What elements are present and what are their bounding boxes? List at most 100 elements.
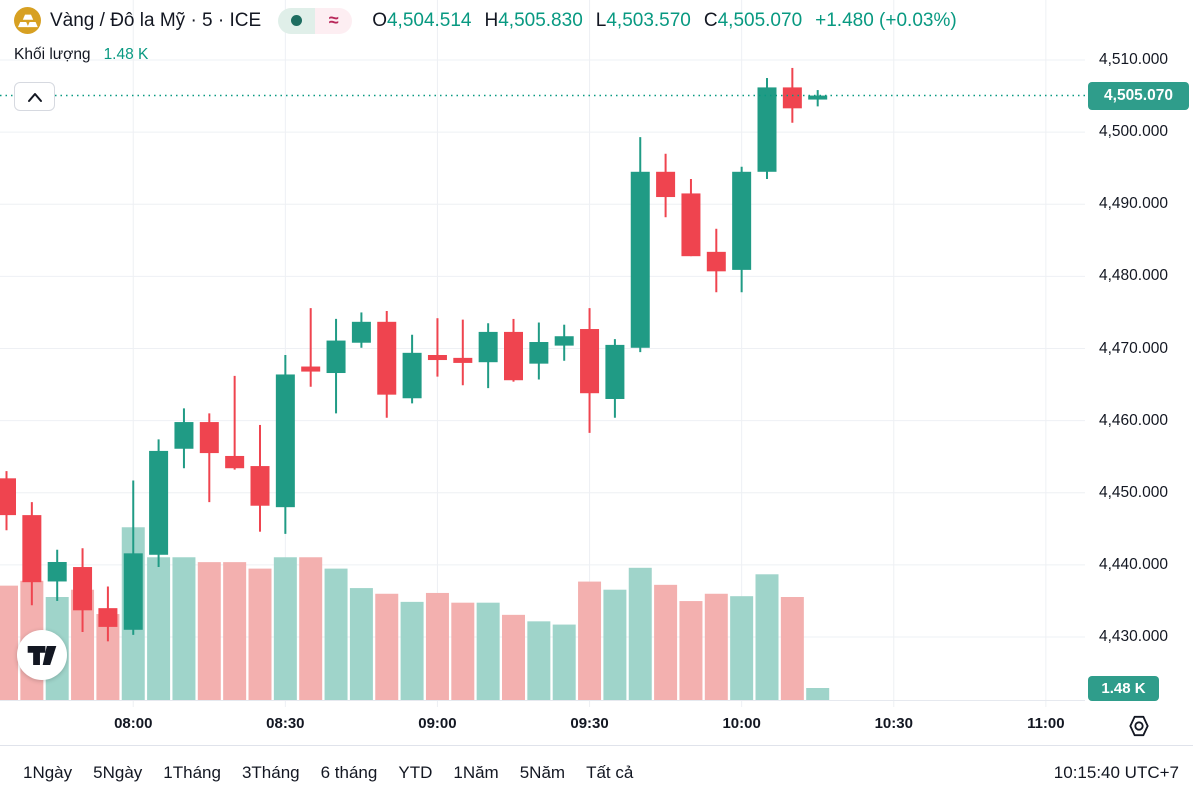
volume-bar <box>527 621 551 700</box>
time-tick-label: 10:00 <box>722 715 761 732</box>
volume-bar <box>451 602 475 700</box>
candle-body <box>782 87 802 109</box>
ohlc-values: O4,504.514 H4,505.830 L4,503.570 C4,505.… <box>372 10 957 32</box>
range-button-5ngày[interactable]: 5Ngày <box>84 758 151 788</box>
candle-body <box>554 336 574 346</box>
candle-body <box>326 340 346 374</box>
candle-body <box>656 171 676 198</box>
price-tick-label: 4,450.000 <box>1099 483 1168 501</box>
volume-bar <box>349 588 373 700</box>
volume-bar <box>147 557 171 700</box>
chart-legend: Vàng / Đô la Mỹ · 5 · ICE ≈ O4,504.514 H… <box>14 7 957 64</box>
price-scale-settings-button[interactable] <box>1122 711 1156 741</box>
volume-bar <box>324 568 348 700</box>
candle-body <box>630 171 650 348</box>
symbol-title[interactable]: Vàng / Đô la Mỹ · 5 · ICE <box>50 9 262 31</box>
candle-body <box>732 171 752 270</box>
clock-timezone[interactable]: 10:15:40 UTC+7 <box>1053 762 1179 782</box>
candle-body <box>225 455 245 469</box>
volume-bar <box>71 589 95 700</box>
volume-bar <box>0 585 18 700</box>
candle-body <box>123 553 143 630</box>
volume-bar <box>273 557 297 700</box>
volume-bar <box>654 584 678 700</box>
range-button-3tháng[interactable]: 3Tháng <box>233 758 309 788</box>
ohlc-change: +1.480 (+0.03%) <box>815 9 957 31</box>
price-tick-label: 4,480.000 <box>1099 267 1168 285</box>
volume-value: 1.48 K <box>103 46 149 63</box>
candle-body <box>22 515 42 583</box>
volume-label: Khối lượng <box>14 46 91 63</box>
time-tick-label: 09:00 <box>418 715 457 732</box>
candle-body <box>47 561 67 582</box>
price-tick-label: 4,470.000 <box>1099 339 1168 357</box>
price-tick-label: 4,490.000 <box>1099 195 1168 213</box>
ohlc-close: C4,505.070 <box>703 9 803 31</box>
range-button-1ngày[interactable]: 1Ngày <box>14 758 81 788</box>
candle-body <box>681 193 701 257</box>
approx-data-icon: ≈ <box>315 7 353 34</box>
range-button-1tháng[interactable]: 1Tháng <box>154 758 230 788</box>
symbol-row: Vàng / Đô la Mỹ · 5 · ICE ≈ O4,504.514 H… <box>14 7 957 34</box>
volume-bar <box>400 601 424 700</box>
current-volume-badge: 1.48 K <box>1088 676 1159 701</box>
time-axis[interactable]: 08:00 08:30 09:00 09:30 10:00 10:30 11:00 <box>0 707 1193 745</box>
current-price-badge: 4,505.070 <box>1088 81 1189 110</box>
volume-bar <box>172 557 196 700</box>
time-tick-label: 10:30 <box>874 715 913 732</box>
candle-body <box>808 95 828 100</box>
ohlc-open: O4,504.514 <box>372 9 472 31</box>
ohlc-low: L4,503.570 <box>595 9 691 31</box>
volume-bar <box>552 624 576 700</box>
candle-body <box>580 329 600 394</box>
range-button-ytd[interactable]: YTD <box>389 758 441 788</box>
volume-bar <box>96 614 120 700</box>
volume-bar <box>755 574 779 700</box>
volume-bar <box>197 562 221 700</box>
candle-body <box>427 354 447 361</box>
market-open-dot-icon <box>278 7 316 34</box>
time-tick-label: 08:30 <box>266 715 305 732</box>
price-tick-label: 4,510.000 <box>1099 51 1168 68</box>
candle-body <box>149 450 169 555</box>
time-tick-label: 09:30 <box>570 715 609 732</box>
candle-body <box>98 608 118 627</box>
price-tick-label: 4,440.000 <box>1099 555 1168 573</box>
range-buttons: 1Ngày 5Ngày 1Tháng 3Tháng 6 tháng YTD 1Năm 5Năm… <box>14 758 642 788</box>
candle-body <box>504 331 523 381</box>
volume-bar <box>578 581 602 700</box>
price-axis[interactable]: 4,505.070 1.48 K 4,510.000 4,500.000 4,490… <box>1085 0 1193 707</box>
volume-bar <box>628 567 652 700</box>
chart-canvas[interactable] <box>0 0 1085 707</box>
candle-body <box>377 321 397 395</box>
time-tick-label: 11:00 <box>1027 715 1065 732</box>
candle-body <box>453 357 473 363</box>
volume-bar <box>223 562 247 700</box>
candle-body <box>757 87 777 172</box>
chevron-up-icon <box>27 92 42 102</box>
volume-bar <box>502 614 525 700</box>
candle-body <box>478 331 498 363</box>
range-button-6-tháng[interactable]: 6 tháng <box>312 758 387 788</box>
ohlc-high: H4,505.830 <box>484 9 583 31</box>
candlestick-plot[interactable] <box>0 0 1085 707</box>
pane-collapse-button[interactable] <box>14 82 55 111</box>
volume-bar <box>603 589 627 700</box>
candle-body <box>706 251 726 272</box>
range-toolbar: 1Ngày 5Ngày 1Tháng 3Tháng 6 tháng YTD 1Năm 5Năm… <box>0 745 1193 799</box>
volume-bar <box>780 597 804 700</box>
gold-bars-icon <box>14 7 41 34</box>
volume-row: Khối lượng 1.48 K <box>14 46 957 64</box>
range-button-5năm[interactable]: 5Năm <box>511 758 574 788</box>
price-tick-label: 4,500.000 <box>1099 123 1168 141</box>
market-status-pill[interactable]: ≈ <box>278 7 353 34</box>
candle-body <box>529 342 549 364</box>
tradingview-logo[interactable] <box>17 630 67 680</box>
volume-bar <box>248 568 272 700</box>
range-button-tất-cả[interactable]: Tất cả <box>577 758 642 788</box>
candle-body <box>73 567 93 611</box>
candle-body <box>174 422 194 449</box>
range-button-1năm[interactable]: 1Năm <box>444 758 507 788</box>
volume-bar <box>730 596 754 700</box>
